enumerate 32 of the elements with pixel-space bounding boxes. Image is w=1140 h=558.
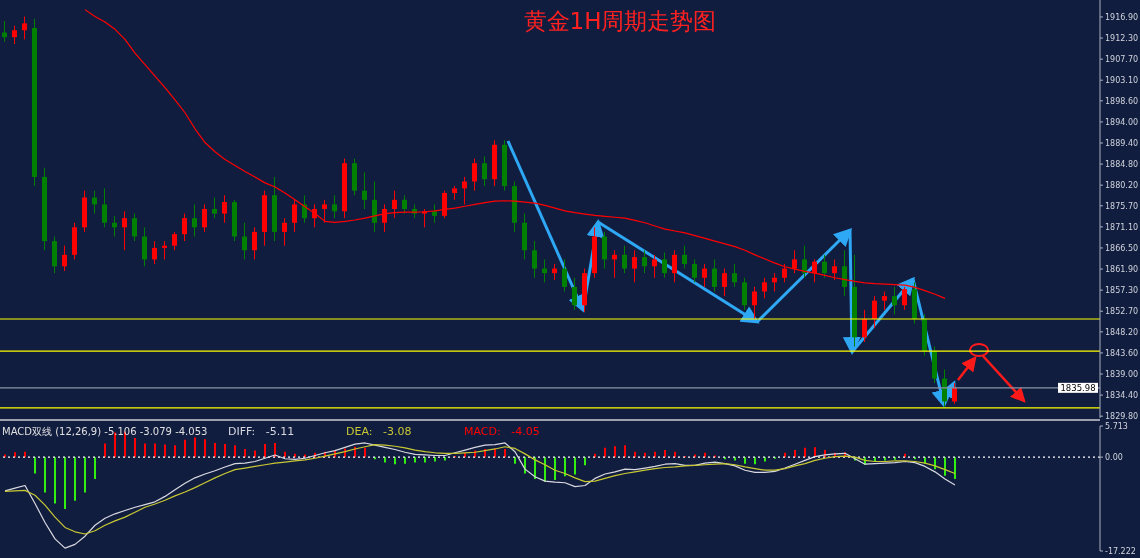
series-label: MACD: <box>464 425 501 438</box>
y-tick-label: 1852.70 <box>1105 307 1139 317</box>
annotation: -5.11 <box>265 425 295 438</box>
y-tick-label: 1875.70 <box>1105 201 1139 211</box>
y-tick-label: 1880.20 <box>1105 181 1139 191</box>
y-tick-label: 1839.00 <box>1105 369 1139 379</box>
y-tick-label: 1912.30 <box>1105 33 1139 43</box>
ref-line-label: 1835.98 <box>1060 383 1096 394</box>
y-tick-label: 1916.90 <box>1105 12 1139 22</box>
y-tick-label: 1903.10 <box>1105 76 1139 86</box>
y-tick-label: -17.222 <box>1105 546 1136 556</box>
y-tick-label: 1834.40 <box>1105 390 1139 400</box>
y-tick-label: 1848.20 <box>1105 327 1139 337</box>
y-tick-label: 1843.60 <box>1105 348 1139 358</box>
y-tick-label: 1898.60 <box>1105 96 1139 106</box>
text: DIFF: <box>228 425 256 438</box>
annotation: MACD双线 (12,26,9) -5.106 -3.079 -4.053 <box>2 425 209 439</box>
series-label: DEA: <box>346 425 373 438</box>
y-tick-label: 1861.90 <box>1105 264 1139 274</box>
annotation: -4.05 <box>511 425 540 438</box>
y-tick-label: 1884.80 <box>1105 159 1139 169</box>
y-tick-label: 1866.50 <box>1105 243 1139 253</box>
y-tick-label: 0.00 <box>1105 452 1123 462</box>
y-tick-label: 1894.00 <box>1105 117 1139 127</box>
y-tick-label: 1889.40 <box>1105 138 1139 148</box>
y-tick-label: 5.713 <box>1105 421 1128 431</box>
y-tick-label: 1829.80 <box>1105 412 1139 422</box>
y-tick-label: 1857.30 <box>1105 285 1139 295</box>
y-tick-label: 1907.70 <box>1105 54 1139 64</box>
annotation: -3.08 <box>382 425 412 438</box>
chart-title: 黄金1H周期走势图 <box>523 8 717 34</box>
y-tick-label: 1871.10 <box>1105 222 1139 232</box>
